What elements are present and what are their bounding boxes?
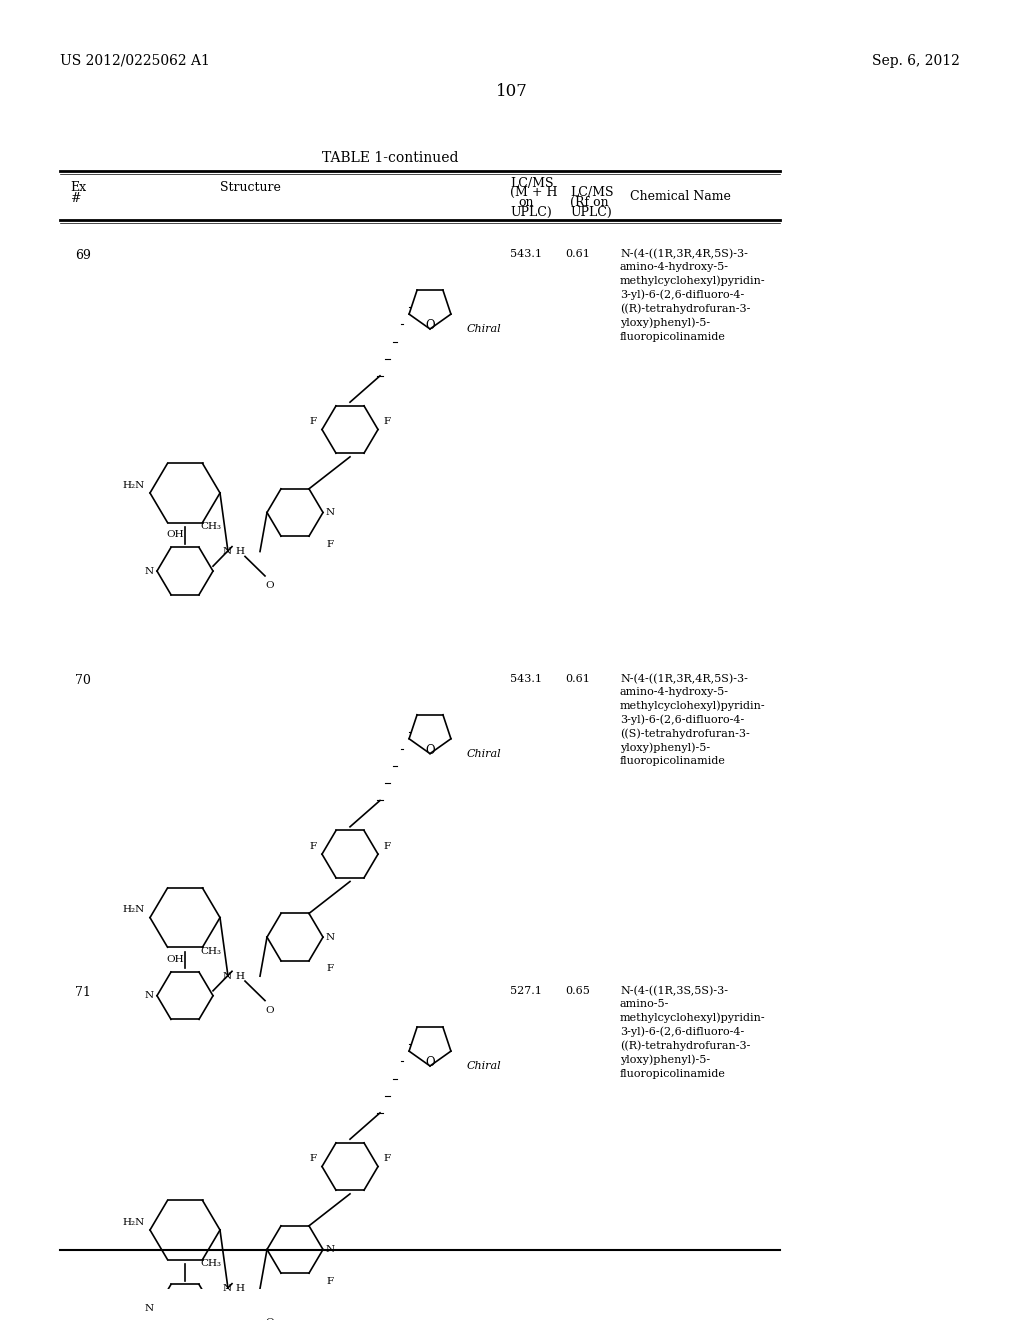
Text: #: # — [70, 193, 81, 206]
Text: O: O — [265, 1319, 274, 1320]
Text: 543.1: 543.1 — [510, 673, 542, 684]
Text: OH: OH — [166, 954, 184, 964]
Text: O: O — [425, 319, 435, 331]
Text: (M + H: (M + H — [510, 186, 557, 199]
Text: 527.1: 527.1 — [510, 986, 542, 995]
Text: LC/MS: LC/MS — [570, 186, 613, 199]
Text: O: O — [425, 1056, 435, 1069]
Text: F: F — [326, 540, 333, 549]
Text: H: H — [236, 1284, 245, 1294]
Text: H₂N: H₂N — [123, 480, 145, 490]
Text: H: H — [236, 972, 245, 981]
Text: F: F — [310, 1154, 317, 1163]
Text: 69: 69 — [75, 249, 91, 261]
Text: N: N — [223, 1284, 232, 1294]
Text: N: N — [326, 508, 335, 517]
Text: OH: OH — [166, 531, 184, 539]
Text: N: N — [223, 546, 232, 556]
Text: Chiral: Chiral — [467, 1061, 502, 1071]
Text: 70: 70 — [75, 673, 91, 686]
Text: N: N — [144, 1304, 154, 1312]
Text: N-(4-((1R,3R,4R,5S)-3-
amino-4-hydroxy-5-
methylcyclohexyl)pyridin-
3-yl)-6-(2,6: N-(4-((1R,3R,4R,5S)-3- amino-4-hydroxy-5… — [620, 249, 766, 342]
Text: H: H — [236, 546, 245, 556]
Text: N-(4-((1R,3S,5S)-3-
amino-5-
methylcyclohexyl)pyridin-
3-yl)-6-(2,6-difluoro-4-
: N-(4-((1R,3S,5S)-3- amino-5- methylcyclo… — [620, 986, 766, 1078]
Text: F: F — [383, 1154, 390, 1163]
Text: on: on — [518, 197, 534, 209]
Text: US 2012/0225062 A1: US 2012/0225062 A1 — [60, 54, 210, 67]
Text: O: O — [425, 743, 435, 756]
Text: Chemical Name: Chemical Name — [630, 190, 731, 203]
Text: F: F — [383, 417, 390, 426]
Text: O: O — [265, 581, 274, 590]
Text: O: O — [265, 1006, 274, 1015]
Text: F: F — [310, 842, 317, 851]
Text: CH₃: CH₃ — [200, 523, 221, 531]
Text: 71: 71 — [75, 986, 91, 999]
Text: F: F — [326, 1276, 333, 1286]
Text: Sep. 6, 2012: Sep. 6, 2012 — [872, 54, 961, 67]
Text: Chiral: Chiral — [467, 748, 502, 759]
Text: CH₃: CH₃ — [200, 946, 221, 956]
Text: Ex: Ex — [70, 181, 86, 194]
Text: UPLC): UPLC) — [510, 206, 552, 219]
Text: F: F — [310, 417, 317, 426]
Text: CH₃: CH₃ — [200, 1259, 221, 1269]
Text: 543.1: 543.1 — [510, 249, 542, 259]
Text: H₂N: H₂N — [123, 1217, 145, 1226]
Text: 0.65: 0.65 — [565, 986, 590, 995]
Text: F: F — [326, 965, 333, 973]
Text: 0.61: 0.61 — [565, 673, 590, 684]
Text: LC/MS: LC/MS — [510, 177, 554, 190]
Text: N: N — [326, 1245, 335, 1254]
Text: F: F — [383, 842, 390, 851]
Text: UPLC): UPLC) — [570, 206, 611, 219]
Text: Structure: Structure — [219, 181, 281, 194]
Text: N-(4-((1R,3R,4R,5S)-3-
amino-4-hydroxy-5-
methylcyclohexyl)pyridin-
3-yl)-6-(2,6: N-(4-((1R,3R,4R,5S)-3- amino-4-hydroxy-5… — [620, 673, 766, 766]
Text: 107: 107 — [496, 83, 528, 100]
Text: N: N — [326, 933, 335, 941]
Text: N: N — [144, 566, 154, 576]
Text: N: N — [223, 972, 232, 981]
Text: TABLE 1-continued: TABLE 1-continued — [322, 152, 459, 165]
Text: (Rf on: (Rf on — [570, 197, 608, 209]
Text: N: N — [144, 991, 154, 1001]
Text: 0.61: 0.61 — [565, 249, 590, 259]
Text: Chiral: Chiral — [467, 323, 502, 334]
Text: H₂N: H₂N — [123, 906, 145, 915]
